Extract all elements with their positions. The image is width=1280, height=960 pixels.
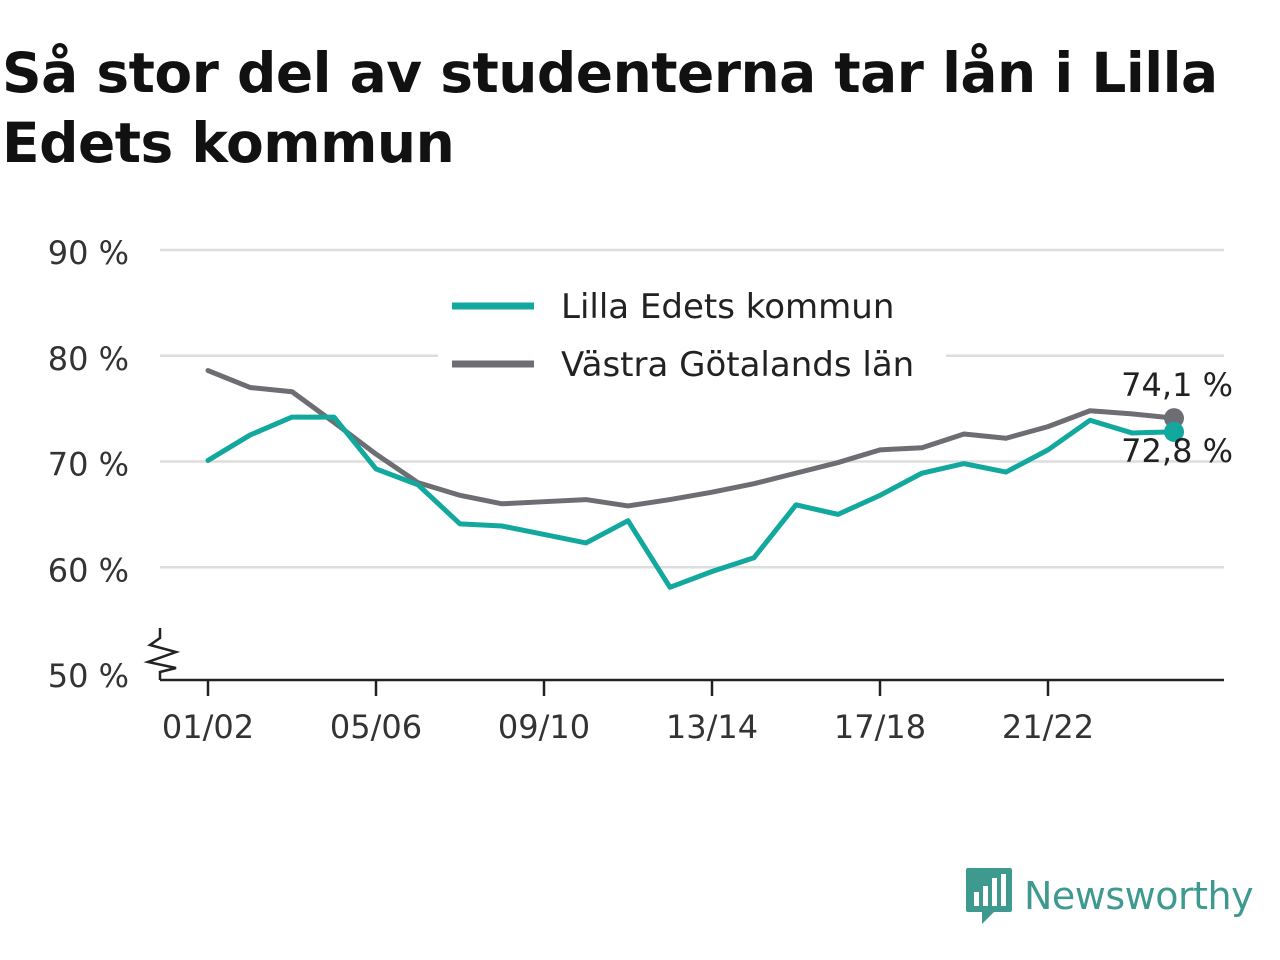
- series-lines: [205, 368, 1177, 590]
- series-end-point-1: [1164, 408, 1184, 429]
- legend-label-0: Lilla Edets kommun: [561, 287, 894, 327]
- legend-label-1: Västra Götalands län: [561, 345, 914, 385]
- legend: Lilla Edets kommun Västra Götalands län: [438, 278, 946, 390]
- series-line-1: [205, 368, 1177, 509]
- x-tick-label: 01/02: [162, 708, 254, 746]
- end-label-0: 72,8 %: [1121, 432, 1233, 470]
- brand-name: Newsworthy: [1024, 874, 1254, 918]
- y-tick-label: 60 %: [48, 551, 129, 589]
- brand: Newsworthy: [964, 864, 1254, 928]
- x-tick-label: 05/06: [330, 708, 422, 746]
- x-tick-label: 21/22: [1002, 708, 1094, 746]
- series-end-point-0: [1164, 421, 1184, 442]
- legend-background: [438, 278, 946, 390]
- y-tick-label: 50 %: [48, 657, 129, 695]
- y-tick-label: 90 %: [48, 234, 129, 272]
- y-tick-label: 70 %: [48, 446, 129, 484]
- x-axis: 01/02 05/06 09/10 13/14 17/18 21/22: [143, 628, 1224, 746]
- y-axis-break-marker: [143, 628, 181, 680]
- x-tick-label: 09/10: [498, 708, 590, 746]
- x-tick-label: 17/18: [834, 708, 926, 746]
- chart-title: Så stor del av studenterna tar lån i Lil…: [2, 41, 1218, 175]
- y-axis-ticks: 50 % 60 % 70 % 80 % 90 %: [48, 234, 129, 695]
- end-labels: 72,8 % 74,1 %: [1121, 366, 1233, 470]
- y-tick-label: 80 %: [48, 340, 129, 378]
- x-tick-label: 13/14: [666, 708, 758, 746]
- series-line-0: [205, 414, 1177, 590]
- newsworthy-chart-logo-icon: [966, 868, 1012, 924]
- end-label-1: 74,1 %: [1121, 366, 1233, 404]
